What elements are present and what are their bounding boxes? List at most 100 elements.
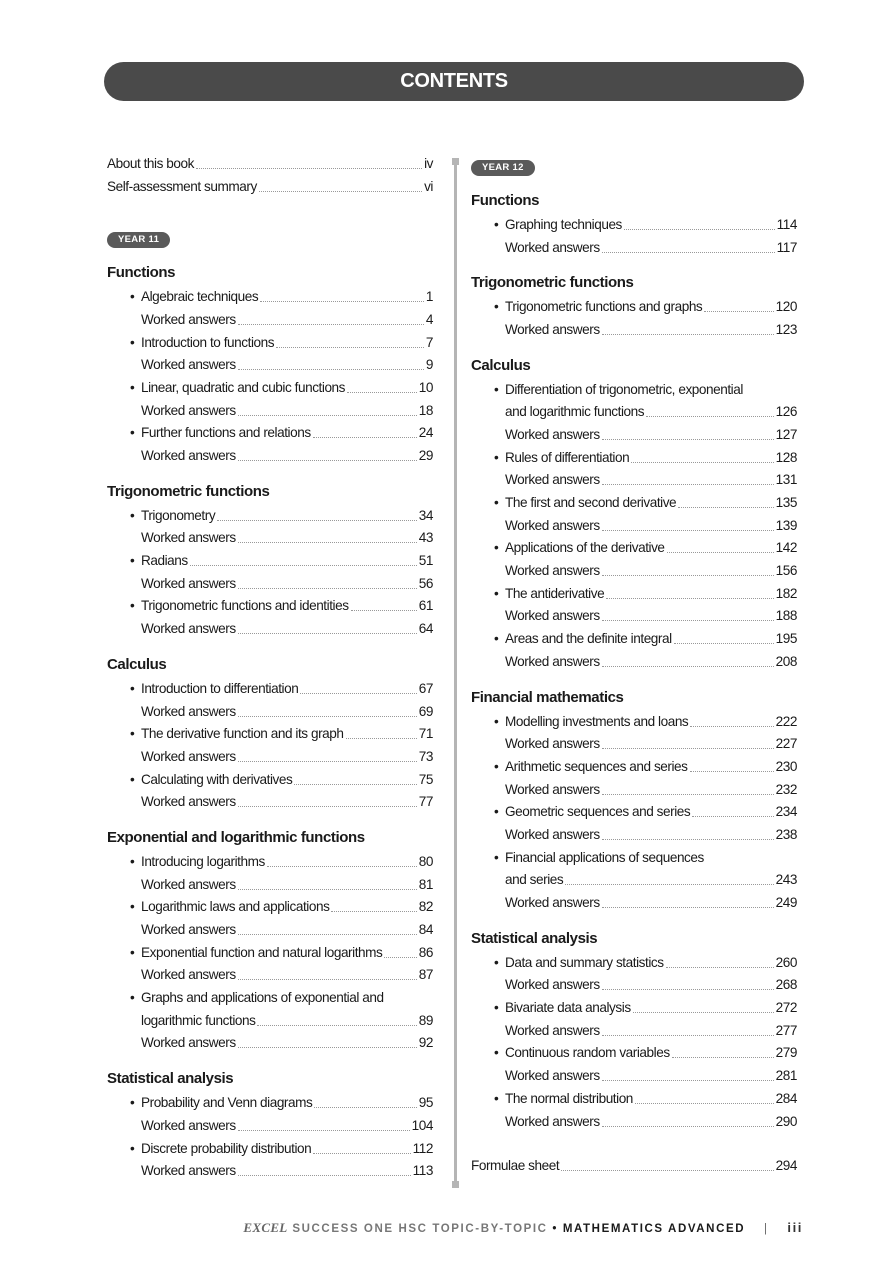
entry-title[interactable]: The derivative function and its graph	[141, 726, 344, 742]
entry-title[interactable]: Areas and the definite integral	[505, 631, 672, 647]
entry-page-number[interactable]: 29	[418, 448, 434, 464]
entry-title[interactable]: Worked answers	[505, 1022, 600, 1038]
toc-entry[interactable]: • Introducing logarithms 80	[107, 850, 433, 873]
entry-title[interactable]: Worked answers	[141, 1035, 236, 1051]
entry-title[interactable]: Data and summary statistics	[505, 954, 664, 970]
entry-title[interactable]: Worked answers	[141, 748, 236, 764]
toc-entry[interactable]: • Logarithmic laws and applications 82	[107, 896, 433, 919]
entry-page-number[interactable]: 227	[775, 736, 798, 752]
entry-page-number[interactable]: 10	[418, 379, 434, 395]
toc-entry[interactable]: • The first and second derivative 135	[471, 491, 797, 514]
entry-title[interactable]: and logarithmic functions	[505, 404, 645, 420]
entry-title[interactable]: Introducing logarithms	[141, 853, 265, 869]
entry-title[interactable]: Worked answers	[505, 977, 600, 993]
entry-title[interactable]: Worked answers	[505, 781, 600, 797]
entry-title[interactable]: Worked answers	[141, 1163, 236, 1179]
entry-title[interactable]: Introduction to differentiation	[141, 680, 299, 696]
entry-title[interactable]: Worked answers	[141, 876, 236, 892]
entry-page-number[interactable]: 71	[418, 726, 434, 742]
toc-entry[interactable]: • Continuous random variables 279	[471, 1042, 797, 1065]
entry-page-number[interactable]: 61	[418, 598, 434, 614]
entry-page-number[interactable]: 117	[776, 239, 798, 255]
entry-title[interactable]: Graphs and applications of exponential a…	[141, 990, 384, 1006]
entry-page-number[interactable]: 9	[425, 357, 434, 373]
toc-entry[interactable]: Worked answers 131	[471, 469, 797, 492]
entry-page-number[interactable]: 142	[775, 540, 798, 556]
entry-title[interactable]: Worked answers	[505, 608, 600, 624]
entry-page-number[interactable]: 222	[775, 713, 798, 729]
toc-entry[interactable]: Worked answers 104	[107, 1114, 433, 1137]
entry-page-number[interactable]: 249	[775, 895, 798, 911]
toc-entry[interactable]: Worked answers 139	[471, 514, 797, 537]
entry-title[interactable]: Bivariate data analysis	[505, 1000, 631, 1016]
entry-page-number[interactable]: 260	[775, 954, 798, 970]
entry-title[interactable]: Worked answers	[505, 895, 600, 911]
entry-title[interactable]: Worked answers	[141, 621, 236, 637]
entry-page-number[interactable]: 7	[425, 334, 434, 350]
toc-entry[interactable]: • Introduction to differentiation 67	[107, 677, 433, 700]
entry-title[interactable]: Logarithmic laws and applications	[141, 899, 330, 915]
entry-page-number[interactable]: 56	[418, 575, 434, 591]
entry-title[interactable]: Linear, quadratic and cubic functions	[141, 379, 346, 395]
entry-page-number[interactable]: 73	[418, 748, 434, 764]
entry-page-number[interactable]: 67	[418, 680, 434, 696]
toc-entry[interactable]: • Modelling investments and loans 222	[471, 710, 797, 733]
entry-title[interactable]: Worked answers	[141, 530, 236, 546]
entry-page-number[interactable]: 230	[775, 758, 798, 774]
entry-title[interactable]: Trigonometric functions and graphs	[505, 299, 703, 315]
entry-title[interactable]: logarithmic functions	[141, 1012, 256, 1028]
toc-entry[interactable]: and logarithmic functions 126	[471, 400, 797, 423]
toc-entry[interactable]: Worked answers 156	[471, 559, 797, 582]
toc-entry[interactable]: and series 243	[471, 869, 797, 892]
entry-title[interactable]: Worked answers	[141, 703, 236, 719]
toc-entry[interactable]: • Financial applications of sequences	[471, 846, 797, 869]
entry-title[interactable]: Worked answers	[505, 1113, 600, 1129]
toc-entry[interactable]: Worked answers 87	[107, 964, 433, 987]
entry-page-number[interactable]: 188	[775, 608, 798, 624]
entry-page-number[interactable]: 64	[418, 621, 434, 637]
entry-page-number[interactable]: 281	[775, 1068, 798, 1084]
entry-title[interactable]: Radians	[141, 553, 188, 569]
entry-page-number[interactable]: 112	[412, 1140, 434, 1156]
entry-title[interactable]: Graphing techniques	[505, 216, 622, 232]
toc-entry[interactable]: Worked answers 77	[107, 790, 433, 813]
toc-entry[interactable]: About this book iv	[107, 152, 433, 175]
entry-page-number[interactable]: 232	[775, 781, 798, 797]
entry-page-number[interactable]: 290	[775, 1113, 798, 1129]
toc-entry[interactable]: • Trigonometry 34	[107, 504, 433, 527]
toc-entry[interactable]: • Graphing techniques 114	[471, 213, 797, 236]
entry-page-number[interactable]: 123	[775, 321, 798, 337]
entry-title[interactable]: The antiderivative	[505, 585, 605, 601]
toc-entry[interactable]: logarithmic functions 89	[107, 1009, 433, 1032]
toc-entry[interactable]: Worked answers 117	[471, 236, 797, 259]
entry-title[interactable]: About this book	[107, 155, 194, 171]
entry-title[interactable]: Worked answers	[505, 472, 600, 488]
entry-title[interactable]: Worked answers	[505, 321, 600, 337]
toc-entry[interactable]: Worked answers 81	[107, 873, 433, 896]
toc-entry[interactable]: • Geometric sequences and series 234	[471, 800, 797, 823]
entry-title[interactable]: Worked answers	[141, 575, 236, 591]
entry-title[interactable]: The normal distribution	[505, 1090, 633, 1106]
entry-page-number[interactable]: 89	[418, 1012, 434, 1028]
entry-title[interactable]: Differentiation of trigonometric, expone…	[505, 381, 743, 397]
toc-entry[interactable]: • Radians 51	[107, 549, 433, 572]
entry-title[interactable]: Continuous random variables	[505, 1045, 670, 1061]
entry-title[interactable]: Geometric sequences and series	[505, 804, 691, 820]
entry-title[interactable]: Trigonometry	[141, 507, 216, 523]
entry-title[interactable]: Worked answers	[141, 967, 236, 983]
toc-entry[interactable]: • Applications of the derivative 142	[471, 537, 797, 560]
entry-page-number[interactable]: 24	[418, 425, 434, 441]
entry-page-number[interactable]: 95	[418, 1095, 434, 1111]
entry-title[interactable]: Rules of differentiation	[505, 449, 630, 465]
entry-page-number[interactable]: vi	[424, 178, 433, 194]
entry-title[interactable]: Worked answers	[141, 794, 236, 810]
entry-title[interactable]: Trigonometric functions and identities	[141, 598, 349, 614]
toc-entry[interactable]: Formulae sheet 294	[471, 1154, 797, 1177]
entry-page-number[interactable]: 18	[418, 402, 434, 418]
entry-title[interactable]: Arithmetic sequences and series	[505, 758, 688, 774]
entry-page-number[interactable]: 238	[775, 826, 798, 842]
toc-entry[interactable]: Worked answers 277	[471, 1019, 797, 1042]
entry-page-number[interactable]: 127	[775, 426, 798, 442]
toc-entry[interactable]: Worked answers 43	[107, 527, 433, 550]
entry-page-number[interactable]: 277	[775, 1022, 798, 1038]
